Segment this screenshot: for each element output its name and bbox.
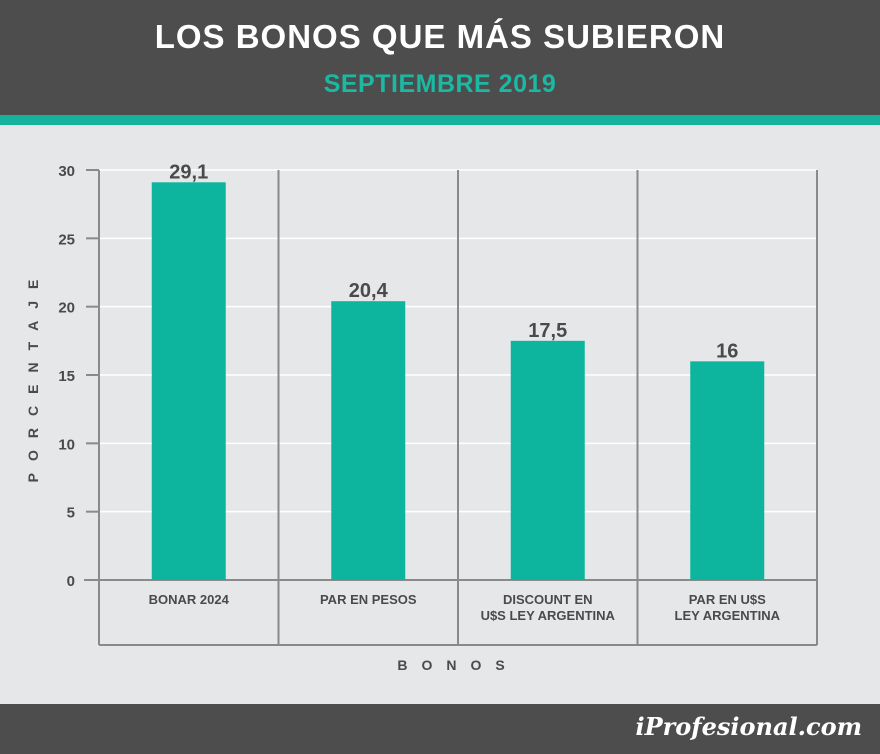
accent-stripe	[0, 115, 880, 125]
bar-value-label: 29,1	[169, 161, 208, 183]
y-tick-label: 30	[58, 163, 75, 180]
y-tick-label: 25	[58, 231, 75, 248]
bar	[151, 182, 226, 581]
category-label: PAR EN PESOS	[320, 592, 417, 607]
bar	[510, 340, 585, 580]
category-label: BONAR 2024	[149, 592, 230, 607]
bar-chart-svg: 0 5 10 15 20 25 30 29,1 BONAR 2024 20,4 PAR EN PES…	[25, 161, 818, 673]
category-label: U$S LEY ARGENTINA	[481, 608, 616, 623]
chart-title: LOS BONOS QUE MÁS SUBIERON	[154, 18, 726, 55]
header-bar: LOS BONOS QUE MÁS SUBIERON SEPTIEMBRE 20…	[0, 0, 880, 115]
x-axis-title: BONOS	[397, 657, 518, 673]
category-label: PAR EN U$S	[689, 592, 766, 607]
category-label: LEY ARGENTINA	[675, 608, 781, 623]
bar-chart: 0 5 10 15 20 25 30 29,1 BONAR 2024 20,4 PAR EN PES…	[0, 125, 880, 705]
bar-value-label: 20,4	[349, 280, 389, 302]
footer-bar: iProfesional.com	[0, 704, 880, 754]
bar-value-label: 17,5	[528, 320, 567, 342]
y-tick-label: 10	[58, 436, 75, 453]
bar	[331, 301, 406, 580]
category-label: DISCOUNT EN	[503, 592, 593, 607]
y-tick-label: 0	[67, 573, 75, 590]
bar-value-label: 16	[716, 340, 738, 362]
brand-logo: iProfesional.com	[635, 712, 862, 741]
y-tick-label: 20	[58, 300, 75, 317]
y-tick-label: 15	[58, 368, 75, 385]
bar	[690, 361, 765, 580]
chart-subtitle: SEPTIEMBRE 2019	[323, 70, 557, 98]
y-tick-label: 5	[67, 505, 75, 522]
y-axis-title: PORCENTAJE	[25, 268, 41, 483]
